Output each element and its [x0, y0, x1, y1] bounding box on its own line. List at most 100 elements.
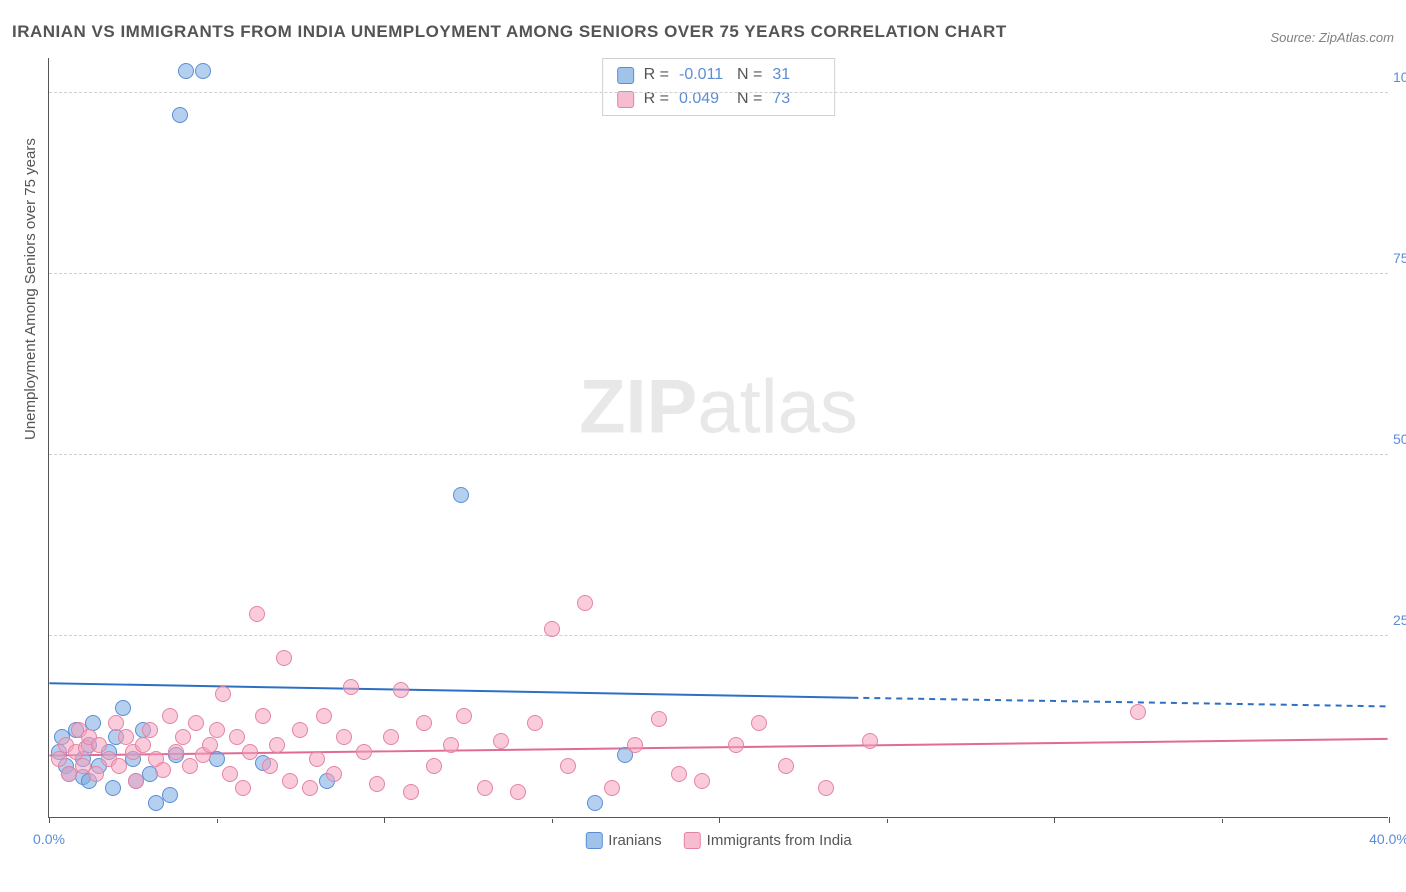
n-value: 73 — [772, 87, 820, 111]
correlation-stats-box: R =-0.011N =31R =0.049N =73 — [602, 58, 836, 116]
legend: Iranians Immigrants from India — [585, 832, 851, 849]
r-label: R = — [644, 63, 669, 87]
data-point — [456, 708, 472, 724]
data-point — [751, 715, 767, 731]
data-point — [818, 780, 834, 796]
x-tick — [719, 817, 720, 823]
gridline — [49, 92, 1388, 93]
data-point — [527, 715, 543, 731]
x-tick-label: 40.0% — [1369, 831, 1406, 847]
data-point — [1130, 704, 1146, 720]
data-point — [105, 780, 121, 796]
series-swatch — [684, 832, 701, 849]
n-value: 31 — [772, 63, 820, 87]
data-point — [651, 711, 667, 727]
data-point — [426, 758, 442, 774]
data-point — [493, 733, 509, 749]
data-point — [276, 650, 292, 666]
y-tick-label: 75.0% — [1393, 250, 1406, 266]
y-tick-label: 25.0% — [1393, 612, 1406, 628]
legend-item: Iranians — [585, 832, 661, 849]
gridline — [49, 454, 1388, 455]
data-point — [282, 773, 298, 789]
trend-line-extrapolated — [852, 698, 1387, 707]
y-tick-label: 50.0% — [1393, 431, 1406, 447]
data-point — [162, 708, 178, 724]
data-point — [195, 63, 211, 79]
data-point — [326, 766, 342, 782]
data-point — [128, 773, 144, 789]
data-point — [778, 758, 794, 774]
source-prefix: Source: — [1270, 30, 1318, 45]
data-point — [393, 682, 409, 698]
data-point — [316, 708, 332, 724]
legend-label: Iranians — [608, 832, 661, 849]
data-point — [302, 780, 318, 796]
data-point — [142, 722, 158, 738]
data-point — [155, 762, 171, 778]
x-tick — [1389, 817, 1390, 823]
x-tick-minor — [552, 819, 553, 823]
data-point — [135, 737, 151, 753]
data-point — [627, 737, 643, 753]
data-point — [162, 787, 178, 803]
data-point — [343, 679, 359, 695]
gridline — [49, 635, 1388, 636]
data-point — [242, 744, 258, 760]
data-point — [510, 784, 526, 800]
data-point — [383, 729, 399, 745]
n-label: N = — [737, 87, 762, 111]
y-tick-label: 100.0% — [1393, 69, 1406, 85]
stats-row: R = -0.011 N = 31 — [617, 63, 821, 87]
data-point — [215, 686, 231, 702]
data-point — [356, 744, 372, 760]
trend-line — [49, 683, 852, 697]
data-point — [694, 773, 710, 789]
data-point — [182, 758, 198, 774]
data-point — [249, 606, 265, 622]
data-point — [577, 595, 593, 611]
data-point — [209, 722, 225, 738]
x-tick — [49, 817, 50, 823]
x-tick — [1054, 817, 1055, 823]
data-point — [443, 737, 459, 753]
data-point — [477, 780, 493, 796]
data-point — [309, 751, 325, 767]
stats-row: R =0.049N =73 — [617, 87, 821, 111]
series-swatch — [585, 832, 602, 849]
gridline — [49, 273, 1388, 274]
legend-item: Immigrants from India — [684, 832, 852, 849]
data-point — [728, 737, 744, 753]
data-point — [175, 729, 191, 745]
r-label: R = — [644, 87, 669, 111]
x-tick-label: 0.0% — [33, 831, 65, 847]
data-point — [111, 758, 127, 774]
data-point — [269, 737, 285, 753]
data-point — [544, 621, 560, 637]
x-tick-minor — [217, 819, 218, 823]
data-point — [172, 107, 188, 123]
series-swatch — [617, 67, 634, 84]
source-name: ZipAtlas.com — [1319, 30, 1394, 45]
plot-area: ZIPatlas R =-0.011N =31R =0.049N =73 Ira… — [48, 58, 1388, 818]
data-point — [862, 733, 878, 749]
data-point — [416, 715, 432, 731]
y-axis-title: Unemployment Among Seniors over 75 years — [22, 138, 39, 440]
n-label: N = — [737, 63, 762, 87]
data-point — [235, 780, 251, 796]
data-point — [202, 737, 218, 753]
data-point — [91, 737, 107, 753]
legend-label: Immigrants from India — [707, 832, 852, 849]
data-point — [255, 708, 271, 724]
x-tick-minor — [1222, 819, 1223, 823]
r-value: -0.011 — [679, 63, 727, 87]
data-point — [336, 729, 352, 745]
x-tick-minor — [887, 819, 888, 823]
data-point — [229, 729, 245, 745]
chart-title: IRANIAN VS IMMIGRANTS FROM INDIA UNEMPLO… — [12, 22, 1007, 42]
data-point — [88, 766, 104, 782]
data-point — [222, 766, 238, 782]
data-point — [604, 780, 620, 796]
data-point — [369, 776, 385, 792]
data-point — [51, 751, 67, 767]
